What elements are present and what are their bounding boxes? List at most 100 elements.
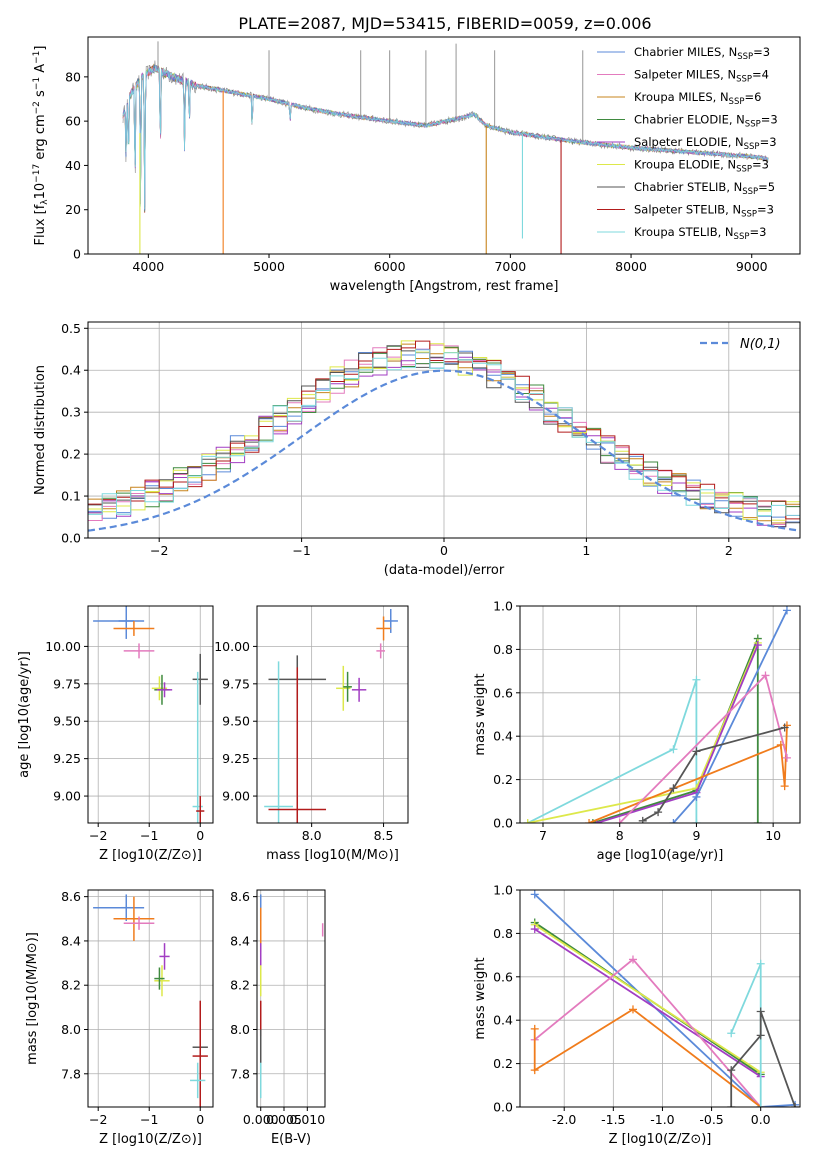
y-tick-label: 7.8: [61, 1066, 81, 1081]
y-tick-label: 8.2: [61, 978, 81, 993]
y-tick-label: 0.8: [493, 926, 513, 941]
x-tick-label: -2.0: [552, 1112, 576, 1127]
y-tick-label: 9.25: [222, 751, 250, 766]
legend-name: Kroupa MILES, N: [634, 90, 729, 104]
weight-marker: [669, 784, 678, 793]
x-tick-label: 0: [440, 543, 448, 558]
y-tick-label: 0.4: [61, 363, 81, 378]
y-tick-label: 60: [65, 114, 81, 129]
x-tick-label: 6000: [374, 259, 406, 274]
weight-marker: [692, 747, 701, 756]
x-tick-label: 9: [692, 828, 700, 843]
legend-suffix: =3: [752, 158, 769, 172]
legend-label: N(0,1): [740, 337, 781, 352]
plot-area-age_vs_Z: [93, 606, 208, 823]
axes-frame: [87, 605, 214, 824]
y-tick-label: 80: [65, 69, 81, 84]
x-tick-label: 8000: [615, 259, 647, 274]
y-tick-label: 8.6: [61, 889, 81, 904]
x-tick-label: −1: [292, 543, 310, 558]
y-tick-label: 9.25: [53, 751, 81, 766]
y-axis-label-part: −17: [32, 164, 42, 183]
y-axis-label-part: ]: [33, 46, 48, 51]
weight-line: [642, 726, 785, 822]
normal-curve: [88, 369, 798, 532]
x-tick-label: 0: [196, 1112, 204, 1127]
weight-marker: [756, 1103, 765, 1107]
axes-frame: [519, 605, 801, 824]
y-tick-label: 8.6: [230, 889, 250, 904]
x-axis-label: Z [log10(Z/Z⊙)]: [99, 848, 202, 863]
weight-marker: [585, 819, 594, 823]
y-tick-label: 9.50: [222, 714, 250, 729]
weight-line: [672, 609, 788, 823]
x-axis-label: E(B-V): [271, 1132, 311, 1147]
y-tick-label: 0.0: [493, 1100, 513, 1115]
weight-marker: [727, 1103, 736, 1107]
y-tick-label: 0.2: [493, 772, 513, 787]
weight-marker: [530, 1066, 539, 1075]
y-axis-label: age [log10(age/yr)]: [17, 651, 32, 778]
weight-marker: [692, 819, 701, 823]
legend-suffix: =4: [752, 68, 769, 82]
x-axis-label: Z [log10(Z/Z⊙)]: [99, 1132, 202, 1147]
y-tick-label: 9.50: [53, 714, 81, 729]
legend-suffix: =3: [757, 203, 774, 217]
x-tick-label: 4000: [132, 259, 164, 274]
y-axis-label-part: 10: [33, 183, 48, 200]
legend-sub: SSP: [745, 120, 761, 130]
weight-line: [534, 893, 796, 1107]
weight-marker: [761, 671, 770, 680]
y-tick-label: 20: [65, 202, 81, 217]
weight-marker: [692, 792, 701, 801]
y-tick-label: 0.0: [493, 816, 513, 831]
weight-marker: [753, 641, 762, 650]
legend-suffix: =3: [749, 225, 766, 239]
legend-label: Chabrier STELIB, NSSP=5: [634, 180, 775, 197]
legend-label: Kroupa MILES, NSSP=6: [634, 90, 761, 107]
legend-suffix: =3: [761, 113, 778, 127]
weight-marker: [756, 1031, 765, 1040]
panel-age_vs_Z: −2 −1 0 9.00 9.25 9.50 9.75 10.00 Z [log10(Z/Z⊙)…: [17, 605, 214, 863]
weight-line: [730, 963, 762, 1107]
histogram-kroupa-elodie: [88, 340, 800, 521]
weight-marker: [780, 782, 789, 791]
y-tick-label: 0.0: [61, 531, 81, 546]
weight-marker: [791, 1103, 800, 1107]
x-tick-label: −2: [89, 828, 107, 843]
weight-marker: [756, 1007, 765, 1016]
legend-name: Kroupa ELODIE, N: [634, 158, 736, 172]
y-tick-label: 0.6: [493, 969, 513, 984]
panel-residuals: −2 −1 0 1 2 0.0 0.1 0.2 0.3 0.4 0.5 (data-model)/er…: [33, 321, 801, 578]
legend-name: Salpeter STELIB, N: [634, 203, 741, 217]
legend-sub: SSP: [734, 232, 750, 242]
axes-frame: [87, 36, 801, 255]
x-axis-label: mass [log10(M/M⊙)]: [266, 848, 399, 863]
x-tick-label: 8.0: [302, 828, 322, 843]
x-tick-label: -0.5: [699, 1112, 723, 1127]
x-axis-label: (data-model)/error: [384, 563, 505, 578]
y-tick-label: 8.2: [230, 978, 250, 993]
y-tick-label: 1.0: [493, 883, 513, 898]
weight-marker: [628, 955, 637, 964]
y-tick-label: 10.00: [45, 639, 81, 654]
y-tick-label: 0.2: [493, 1056, 513, 1071]
y-tick-label: 8.0: [61, 1022, 81, 1037]
legend-name: Salpeter MILES, N: [634, 68, 736, 82]
x-tick-label: 0.0: [751, 1112, 771, 1127]
axes-frame: [256, 605, 409, 824]
histogram-kroupa-stelib: [88, 349, 800, 517]
weight-marker: [753, 819, 762, 823]
y-tick-label: 1.0: [493, 599, 513, 614]
weight-marker: [523, 819, 532, 823]
weight-line: [534, 958, 762, 1107]
weight-line: [534, 923, 762, 1074]
axes-frame: [256, 889, 326, 1108]
legend-label: Chabrier MILES, NSSP=3: [634, 45, 770, 62]
y-tick-label: 0.8: [493, 642, 513, 657]
y-tick-label: 0.5: [61, 321, 81, 336]
x-tick-label: 0.010: [289, 1112, 325, 1127]
weight-marker: [628, 1005, 637, 1014]
legend-name: Kroupa STELIB, N: [634, 225, 734, 239]
figure-title: PLATE=2087, MJD=53415, FIBERID=0059, z=0…: [238, 14, 651, 33]
